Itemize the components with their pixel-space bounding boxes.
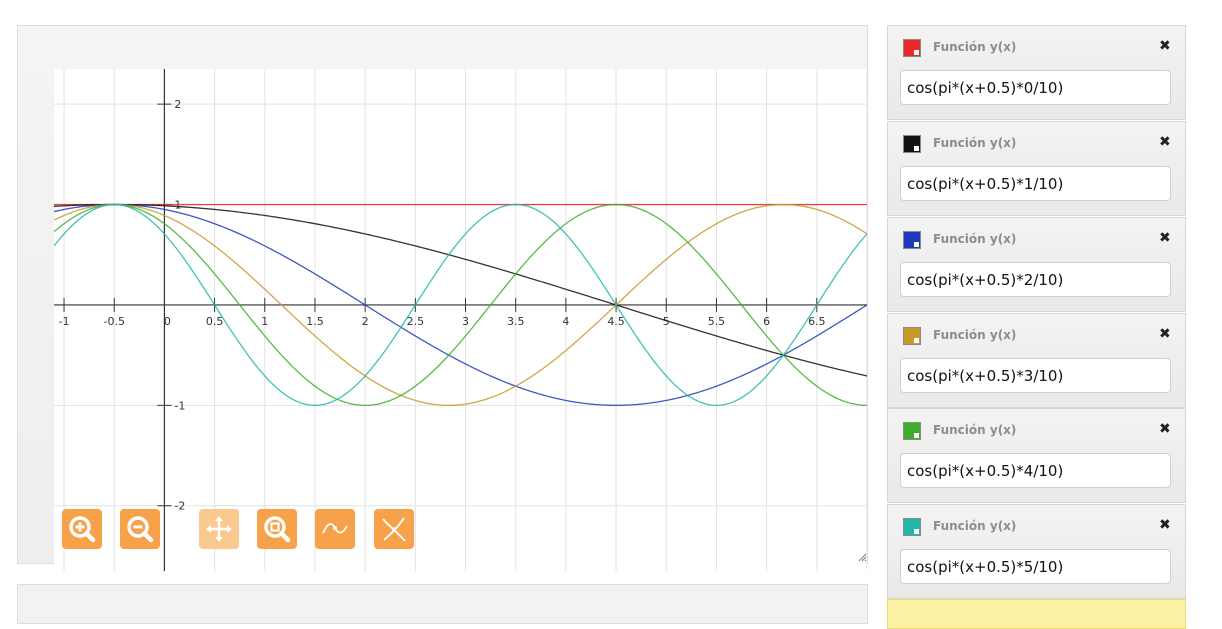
close-icon[interactable]: ✖ [1159,326,1171,342]
function-card: Función y(x) ✖ [887,25,1186,120]
x-tick-label: -0.5 [103,315,124,328]
function-card: Función y(x) ✖ [887,408,1186,503]
zoom-out-button[interactable] [120,509,160,549]
function-card: Función y(x) ✖ [887,217,1186,312]
zoom-in-button[interactable] [62,509,102,549]
function-plot[interactable]: -1 -0.5 0 0.5 1 1.5 2 2.5 3 3.5 4 4.5 5 5.5 6 6.521-1-2 [54,69,867,571]
color-swatch[interactable] [903,327,921,345]
function-card: Función y(x) ✖ [887,121,1186,216]
intersection-icon [382,517,406,542]
function-expression-input[interactable] [900,262,1171,297]
function-expression-input[interactable] [900,166,1171,201]
secondary-panel [17,584,868,624]
x-tick-label: 5 [663,315,670,328]
zoom-in-icon [69,516,96,543]
color-swatch[interactable] [903,39,921,57]
close-icon[interactable]: ✖ [1159,134,1171,150]
x-tick-label: 0.5 [206,315,224,328]
trace-curve-icon [322,523,348,534]
function-sidebar: Función y(x) ✖ Función y(x) ✖ Función y(… [887,25,1186,629]
function-title: Función y(x) [933,232,1017,246]
add-function-card[interactable] [887,599,1186,629]
x-tick-label: 2.5 [407,315,425,328]
plot-area[interactable]: -1 -0.5 0 0.5 1 1.5 2 2.5 3 3.5 4 4.5 5 5.5 6 6.5 2 1 -1 -2 [54,69,867,571]
close-icon[interactable]: ✖ [1159,517,1171,533]
color-swatch[interactable] [903,231,921,249]
zoom-out-icon [127,516,154,543]
series-line [54,203,867,406]
function-title: Función y(x) [933,519,1017,533]
function-title: Función y(x) [933,136,1017,150]
close-icon[interactable]: ✖ [1159,38,1171,54]
function-expression-input[interactable] [900,70,1171,105]
y-tick-label: 2 [174,98,181,111]
function-expression-input[interactable] [900,358,1171,393]
series-line [54,203,867,406]
function-title: Función y(x) [933,328,1017,342]
graph-panel: -1 -0.5 0 0.5 1 1.5 2 2.5 3 3.5 4 4.5 5 5.5 6 6.5 2 1 -1 -2 [17,25,868,571]
color-swatch[interactable] [903,135,921,153]
series-line [54,203,867,406]
y-tick-label: -1 [174,399,185,412]
function-expression-input[interactable] [900,549,1171,584]
color-swatch[interactable] [903,518,921,536]
x-tick-label: -1 [59,315,70,328]
x-tick-label: 3.5 [507,315,525,328]
x-tick-label: 4 [562,315,569,328]
function-title: Función y(x) [933,423,1017,437]
x-tick-label: 1 [261,315,268,328]
x-tick-label: 2 [362,315,369,328]
close-icon[interactable]: ✖ [1159,421,1171,437]
resize-grip-icon[interactable] [857,552,867,562]
x-tick-label: 6.5 [808,315,826,328]
x-tick-label: 3 [462,315,469,328]
color-swatch[interactable] [903,422,921,440]
function-title: Función y(x) [933,40,1017,54]
y-tick-label: -2 [174,500,185,513]
function-card: Función y(x) ✖ [887,313,1186,408]
move-icon [206,516,232,542]
function-expression-input[interactable] [900,453,1171,488]
close-icon[interactable]: ✖ [1159,230,1171,246]
x-tick-label: 0 [164,315,171,328]
pan-button[interactable] [199,509,239,549]
zoom-box-button[interactable] [257,509,297,549]
trace-button[interactable] [315,509,355,549]
zoom-box-icon [264,516,291,543]
series-line [54,203,867,406]
x-tick-label: 1.5 [306,315,324,328]
x-tick-label: 6 [763,315,770,328]
intersection-button[interactable] [374,509,414,549]
x-tick-label: 5.5 [708,315,726,328]
series-line [54,203,867,377]
x-tick-label: 4.5 [607,315,625,328]
function-card: Función y(x) ✖ [887,504,1186,599]
